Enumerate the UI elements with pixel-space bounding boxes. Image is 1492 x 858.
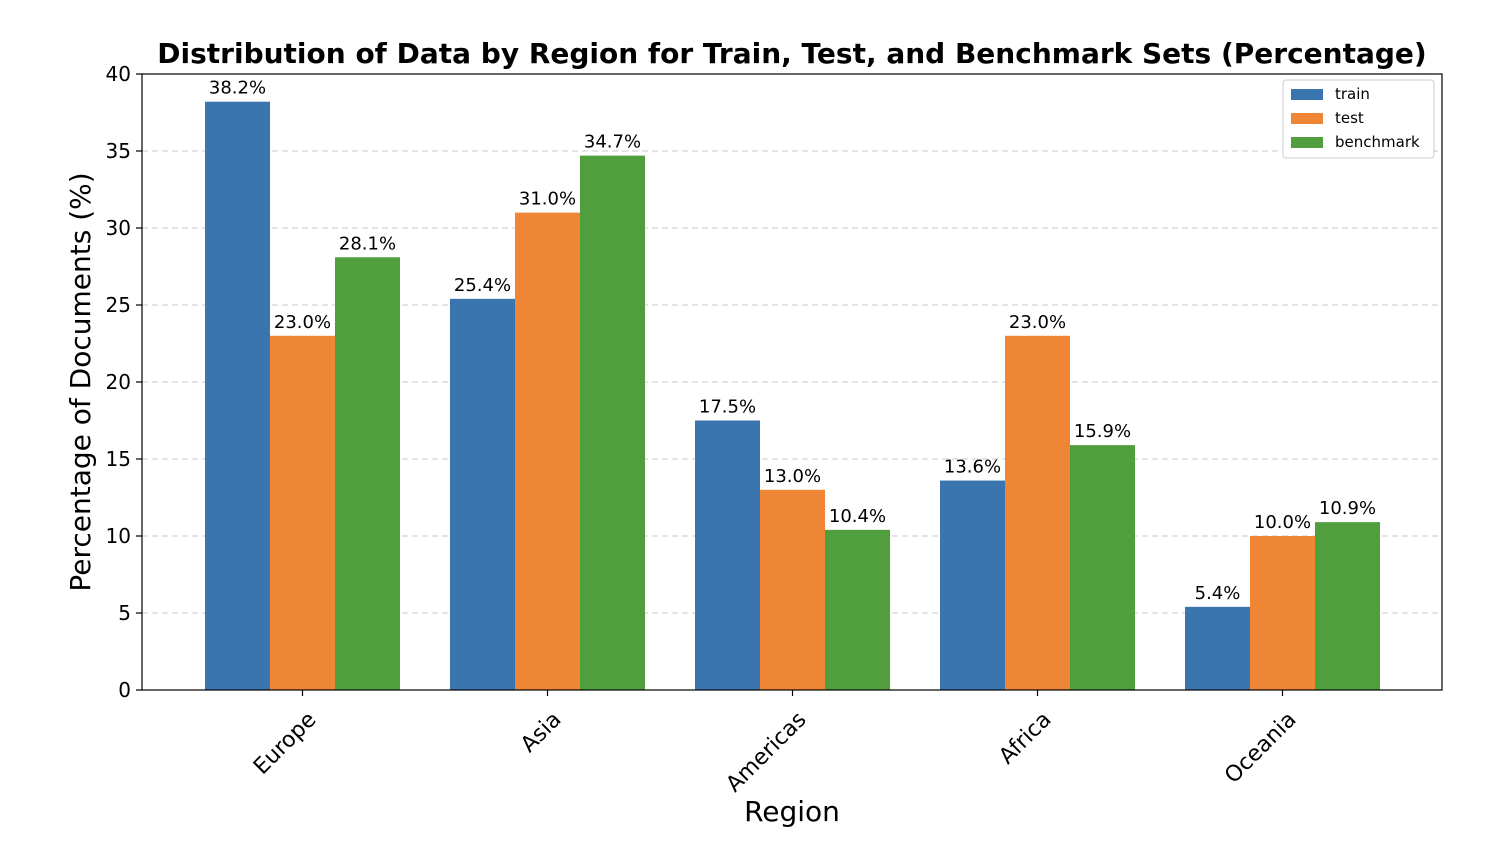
bar-benchmark-asia <box>580 155 645 690</box>
bar-train-asia <box>450 298 515 690</box>
x-tick-label-africa: Africa <box>994 707 1056 769</box>
bar-test-africa <box>1005 335 1070 690</box>
data-label-benchmark-oceania: 10.9% <box>1319 498 1376 519</box>
data-label-train-europe: 38.2% <box>209 78 266 99</box>
chart-title: Distribution of Data by Region for Train… <box>157 37 1426 70</box>
data-label-benchmark-europe: 28.1% <box>339 233 396 254</box>
data-label-train-oceania: 5.4% <box>1195 583 1241 604</box>
data-label-benchmark-asia: 34.7% <box>584 132 641 153</box>
y-tick-label: 40 <box>106 62 131 86</box>
bar-test-americas <box>760 489 825 690</box>
legend-swatch-train <box>1291 89 1323 100</box>
bar-test-europe <box>270 335 335 690</box>
data-label-test-americas: 13.0% <box>764 466 821 487</box>
bar-benchmark-africa <box>1070 445 1135 690</box>
x-tick-label-americas: Americas <box>722 707 812 797</box>
data-label-benchmark-americas: 10.4% <box>829 506 886 527</box>
bar-train-oceania <box>1185 606 1250 690</box>
bar-benchmark-europe <box>335 257 400 690</box>
legend: train test benchmark <box>1282 79 1435 159</box>
legend-label-test: test <box>1335 109 1364 127</box>
bar-train-americas <box>695 420 760 690</box>
data-label-train-africa: 13.6% <box>944 457 1001 478</box>
y-tick-label: 10 <box>106 524 131 548</box>
legend-swatch-benchmark <box>1291 137 1323 148</box>
x-tick-label-oceania: Oceania <box>1220 707 1301 788</box>
bar-benchmark-oceania <box>1315 522 1380 690</box>
bar-benchmark-americas <box>825 529 890 690</box>
y-tick-label: 0 <box>118 678 131 702</box>
y-tick-label: 25 <box>106 293 131 317</box>
data-label-train-asia: 25.4% <box>454 275 511 296</box>
bar-train-europe <box>205 101 270 691</box>
y-tick-label: 20 <box>106 370 131 394</box>
data-label-test-oceania: 10.0% <box>1254 512 1311 533</box>
x-tick-label-europe: Europe <box>249 707 321 779</box>
legend-label-benchmark: benchmark <box>1335 133 1420 151</box>
data-label-train-americas: 17.5% <box>699 397 756 418</box>
y-axis-ticks: 0 5 10 15 20 25 30 35 40 <box>106 62 142 702</box>
bar-train-africa <box>940 480 1005 690</box>
data-label-test-europe: 23.0% <box>274 312 331 333</box>
x-axis-title: Region <box>744 795 840 828</box>
x-tick-label-asia: Asia <box>516 707 566 757</box>
x-axis-ticks: Europe Asia Americas Africa Oceania <box>249 690 1301 797</box>
legend-label-train: train <box>1335 85 1370 103</box>
y-axis-title: Percentage of Documents (%) <box>64 172 97 591</box>
data-label-test-africa: 23.0% <box>1009 312 1066 333</box>
y-tick-label: 30 <box>106 216 131 240</box>
y-tick-label: 5 <box>118 601 131 625</box>
y-tick-label: 15 <box>106 447 131 471</box>
bar-test-asia <box>515 212 580 690</box>
legend-swatch-test <box>1291 113 1323 124</box>
y-tick-label: 35 <box>106 139 131 163</box>
data-label-test-asia: 31.0% <box>519 189 576 210</box>
data-labels: 38.2% 23.0% 28.1% 25.4% 31.0% 34.7% 17.5% 13.0%… <box>209 78 1376 604</box>
bars <box>205 101 1380 691</box>
data-label-benchmark-africa: 15.9% <box>1074 421 1131 442</box>
bar-test-oceania <box>1250 536 1315 690</box>
